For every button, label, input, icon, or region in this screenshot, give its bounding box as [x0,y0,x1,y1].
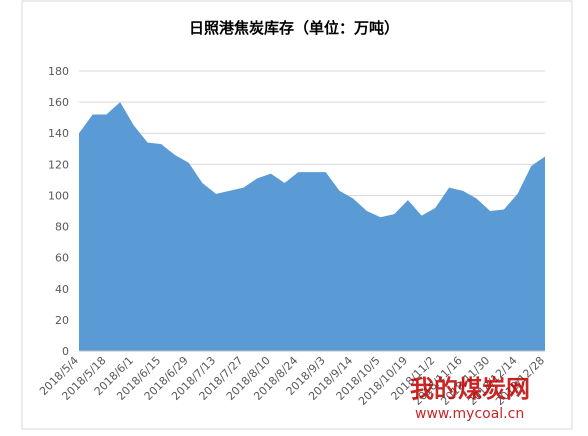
chart-title: 日照港焦炭库存（单位：万吨） [189,19,399,37]
watermark-name: 我的煤炭网 [410,375,530,403]
area [79,102,545,351]
y-tick-label: 160 [48,96,69,109]
y-tick-label: 20 [55,314,69,327]
watermark-url: www.mycoal.cn [415,406,524,422]
y-tick-label: 100 [48,189,69,202]
y-tick-label: 0 [62,345,69,358]
y-tick-label: 60 [55,252,69,265]
y-tick-label: 140 [48,127,69,140]
y-tick-label: 180 [48,65,69,78]
y-tick-label: 80 [55,221,69,234]
y-tick-label: 120 [48,158,69,171]
y-tick-label: 40 [55,283,69,296]
